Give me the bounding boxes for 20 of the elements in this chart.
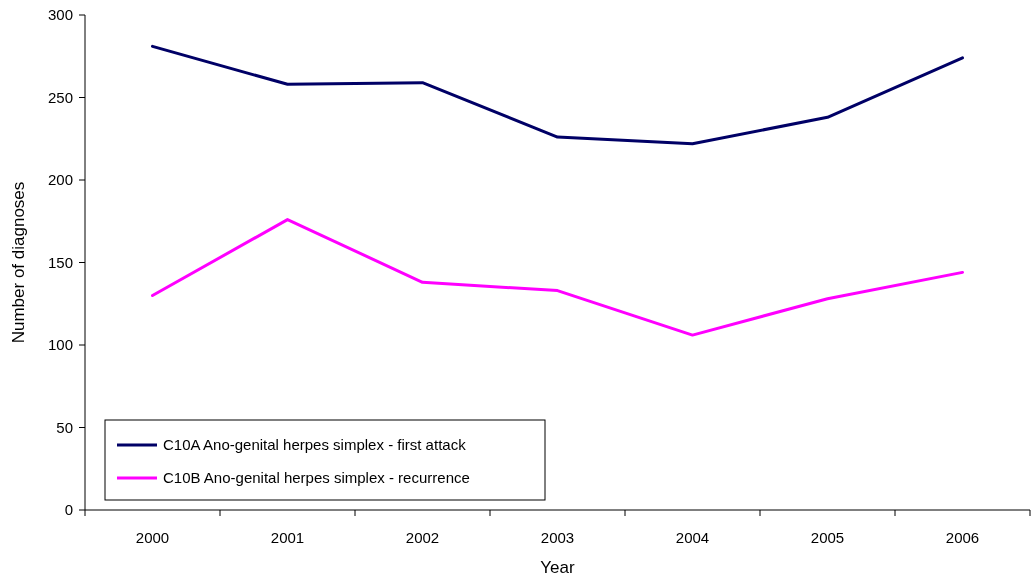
x-tick-label: 2002	[405, 529, 440, 546]
y-tick-label: 100	[47, 336, 73, 354]
line-series	[151, 44, 964, 146]
y-tick-label: 300	[47, 6, 73, 24]
x-tick-label: 2003	[540, 529, 575, 546]
x-tick-label: 2004	[675, 529, 710, 546]
y-tick-label: 150	[47, 253, 73, 271]
y-tick-label: 0	[64, 501, 73, 519]
line-series	[151, 218, 964, 337]
y-tick-label: 250	[47, 88, 73, 106]
y-tick-label: 50	[56, 418, 73, 436]
x-tick-label: 2001	[270, 529, 305, 546]
x-axis-title: Year	[540, 558, 576, 577]
y-tick-label: 200	[47, 171, 73, 189]
x-tick-label: 2000	[135, 529, 170, 546]
y-axis-title: Number of diagnoses	[9, 181, 28, 344]
x-tick-label: 2006	[945, 529, 980, 546]
legend-label: C10A Ano-genital herpes simplex - first attack	[163, 436, 467, 454]
x-tick-label: 2005	[810, 529, 845, 546]
legend-label: C10B Ano-genital herpes simplex - recurrence	[163, 469, 470, 487]
